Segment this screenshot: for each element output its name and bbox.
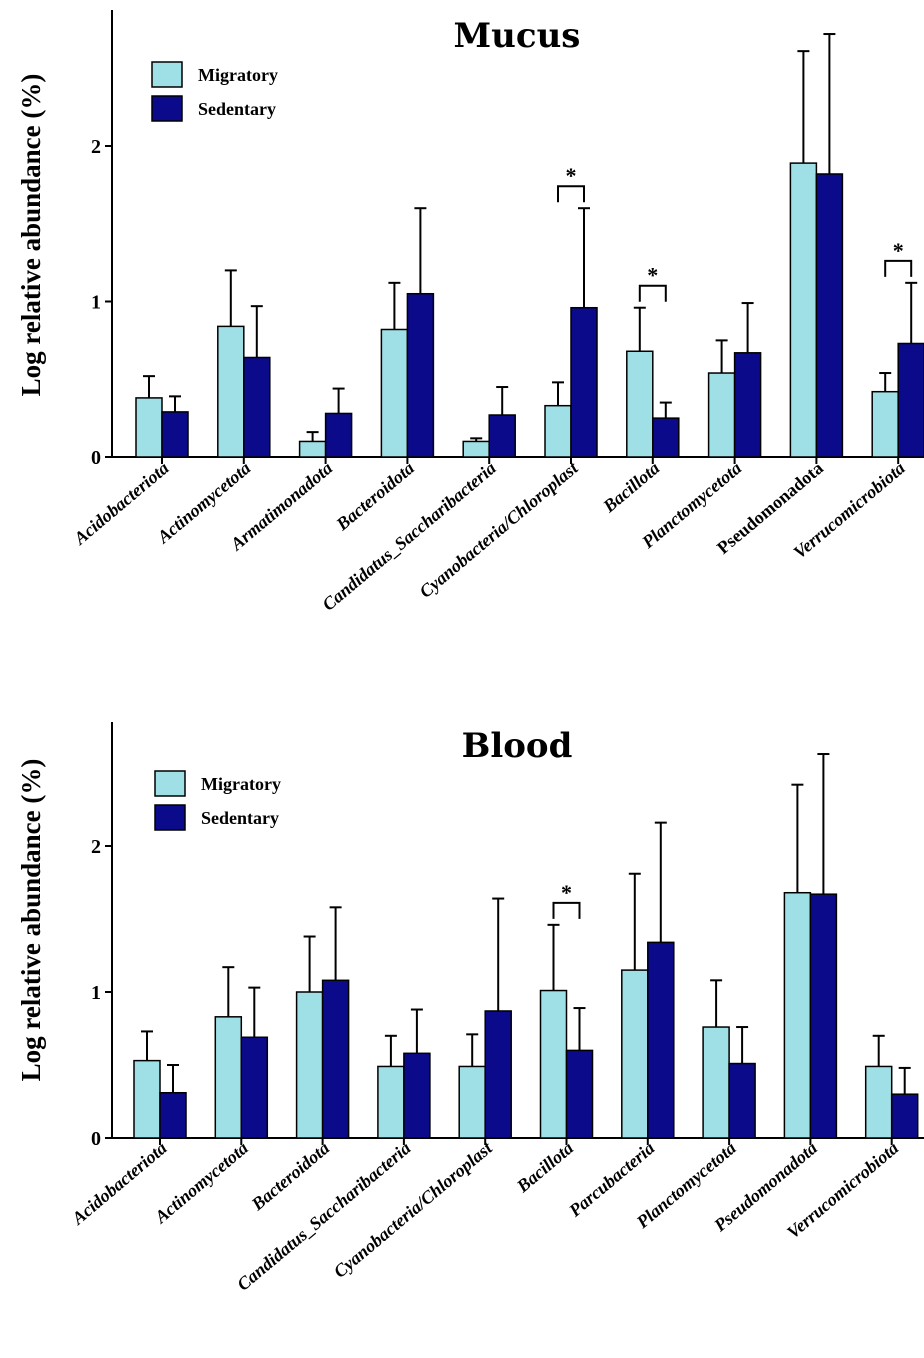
legend-label-migratory: Migratory <box>201 774 281 794</box>
bar-sedentary <box>243 356 271 458</box>
legend-swatch-sedentary <box>154 804 186 831</box>
legend-label-migratory: Migratory <box>198 65 278 85</box>
significance-bracket <box>638 284 667 302</box>
bar-migratory <box>871 390 899 458</box>
y-tick-label: 2 <box>91 136 101 158</box>
bar-sedentary <box>403 1052 431 1139</box>
x-tick-label: Cyanobacteria/Chloroplast <box>415 457 582 602</box>
bar-sedentary <box>321 979 350 1139</box>
legend-swatch-migratory <box>151 61 183 88</box>
bar-sedentary <box>647 941 675 1139</box>
chart-title: Blood <box>462 726 573 766</box>
bar-migratory <box>539 989 568 1139</box>
bar-migratory <box>626 350 654 458</box>
y-tick-label: 0 <box>91 447 101 469</box>
legend: Migratory Sedentary <box>151 61 278 122</box>
bar-sedentary <box>484 1010 512 1139</box>
legend-label-sedentary: Sedentary <box>198 99 276 119</box>
bar-migratory <box>458 1065 486 1139</box>
bar-migratory <box>462 440 490 458</box>
significance-bracket <box>552 901 581 919</box>
bar-migratory <box>789 162 818 458</box>
y-tick-label: 0 <box>91 1128 101 1150</box>
x-tick-label: Bacillota <box>598 458 663 517</box>
bar-migratory <box>380 328 409 458</box>
y-tick-label: 1 <box>91 982 101 1004</box>
x-tick-label: Candidatus_Saccharibacteria <box>318 458 499 615</box>
bar-migratory <box>621 969 649 1139</box>
bar-sedentary <box>161 411 189 458</box>
bar-migratory <box>864 1065 893 1139</box>
legend-swatch-sedentary <box>151 95 183 122</box>
y-axis-label: Log relative abundance (%) <box>16 74 46 397</box>
bar-sedentary <box>565 1049 594 1139</box>
bar-migratory <box>707 372 736 458</box>
significance-bracket <box>557 185 585 203</box>
bar-migratory <box>217 325 245 458</box>
bar-migratory <box>295 991 324 1139</box>
bar-sedentary <box>728 1062 756 1139</box>
bar-sedentary <box>570 306 598 458</box>
bar-migratory <box>377 1065 405 1139</box>
bar-sedentary <box>897 342 924 458</box>
legend-swatch-migratory <box>154 770 186 797</box>
bar-sedentary <box>890 1093 919 1139</box>
x-tick-label: Cyanobacteria/Chloroplast <box>330 1137 497 1282</box>
bar-sedentary <box>815 173 844 458</box>
bar-sedentary <box>809 893 838 1139</box>
x-tick-label: Bacteroidota <box>332 458 418 535</box>
bar-sedentary <box>324 412 353 458</box>
bar-sedentary <box>159 1091 187 1139</box>
significance-star: * <box>566 163 577 188</box>
x-tick-label: Bacteroidota <box>247 1138 333 1215</box>
significance-star: * <box>561 880 572 905</box>
bar-sedentary <box>733 352 762 458</box>
y-axis-label: Log relative abundance (%) <box>16 759 46 1082</box>
legend: Migratory Sedentary <box>154 770 281 831</box>
significance-star: * <box>893 238 904 263</box>
bar-migratory <box>298 440 327 458</box>
significance-star: * <box>647 263 658 288</box>
bar-migratory <box>133 1059 161 1139</box>
y-tick-label: 1 <box>91 292 101 314</box>
bar-sedentary <box>652 417 680 458</box>
bar-migratory <box>214 1016 243 1139</box>
chart-title: Mucus <box>454 16 581 56</box>
bar-migratory <box>544 404 572 458</box>
bar-migratory <box>783 891 812 1139</box>
significance-bracket <box>884 259 913 277</box>
x-tick-label: Bacillota <box>512 1138 577 1197</box>
bar-migratory <box>135 397 163 458</box>
bar-sedentary <box>240 1036 269 1139</box>
bar-migratory <box>702 1026 730 1139</box>
y-tick-label: 2 <box>91 836 101 858</box>
bar-sedentary <box>406 292 435 458</box>
legend-label-sedentary: Sedentary <box>201 808 279 828</box>
bar-sedentary <box>488 414 516 458</box>
x-tick-label: Candidatus_Saccharibacteria <box>233 1138 414 1295</box>
